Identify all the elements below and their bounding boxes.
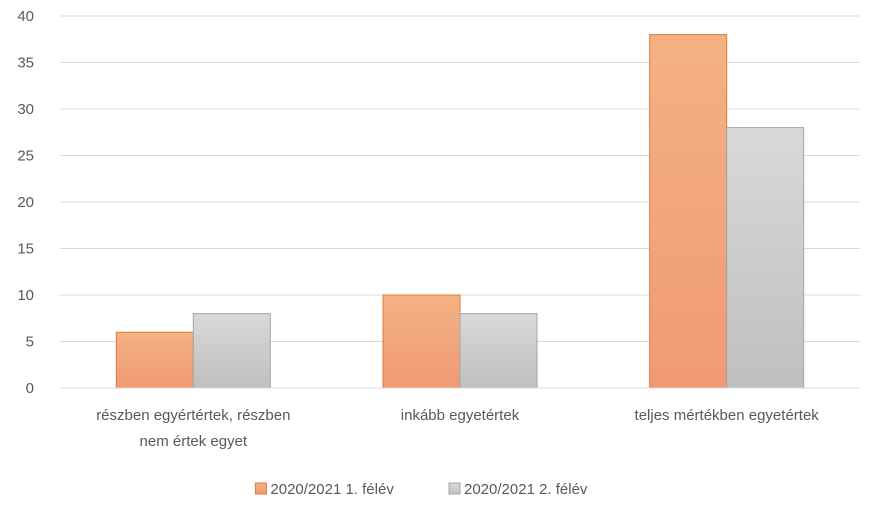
category-labels: részben egyértértek, részben nem értek eg… [96, 407, 819, 450]
legend-label: 2020/2021 1. félév [270, 481, 394, 498]
bar [115, 331, 194, 389]
y-tick-label: 20 [17, 194, 34, 211]
y-tick-label: 15 [17, 241, 34, 258]
y-axis-tick-labels: 0 5 10 15 20 25 30 35 40 [17, 8, 34, 397]
bar [382, 294, 461, 389]
x-category-label: részben egyértértek, részben [96, 407, 290, 424]
bar [649, 34, 728, 389]
bar [726, 127, 805, 389]
y-tick-label: 25 [17, 148, 34, 165]
x-category-label: nem értek egyet [140, 433, 248, 450]
x-category-label: teljes mértékben egyetértek [635, 407, 820, 424]
bar [459, 313, 538, 389]
bar [192, 313, 271, 389]
y-tick-label: 10 [17, 287, 34, 304]
gridlines [60, 15, 860, 342]
bars [115, 34, 805, 389]
y-tick-label: 5 [26, 334, 34, 351]
legend-swatch [448, 482, 461, 495]
legend-swatch [254, 482, 267, 495]
y-tick-label: 35 [17, 55, 34, 72]
y-tick-label: 0 [26, 380, 34, 397]
y-tick-label: 30 [17, 101, 34, 118]
legend: 2020/2021 1. félév 2020/2021 2. félév [254, 481, 588, 498]
legend-label: 2020/2021 2. félév [464, 481, 588, 498]
x-category-label: inkább egyetértek [401, 407, 520, 424]
y-tick-label: 40 [17, 8, 34, 25]
